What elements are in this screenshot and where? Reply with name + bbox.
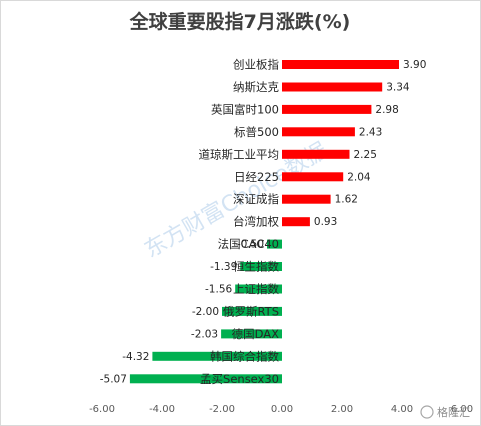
data-label: 0.93 xyxy=(314,216,337,228)
data-label: 2.43 xyxy=(359,126,382,138)
category-label: 英国富时100 xyxy=(211,102,279,116)
bar xyxy=(267,239,282,249)
category-label: 深证成指 xyxy=(233,192,279,206)
category-label: 俄罗斯RTS xyxy=(223,304,279,318)
x-tick-label: -2.00 xyxy=(209,404,235,415)
brand-logo: 格隆汇 xyxy=(420,405,470,419)
bar xyxy=(222,306,282,316)
category-label: 上证指数 xyxy=(233,282,279,296)
category-label: 孟买Sensex30 xyxy=(200,372,279,386)
x-tick-label: 4.00 xyxy=(391,404,413,415)
chart-title: 全球重要股指7月涨跌(%) xyxy=(129,10,351,33)
category-label: 台湾加权 xyxy=(233,215,279,229)
data-label: -1.39 xyxy=(210,261,237,273)
bar xyxy=(282,60,399,69)
x-tick-label: 6.00 xyxy=(451,404,473,415)
bar xyxy=(282,194,331,204)
data-label: -1.56 xyxy=(205,284,232,296)
bar xyxy=(282,217,310,227)
bar xyxy=(240,262,282,271)
x-axis: -6.00 -4.00 -2.00 0.00 2.00 4.00 6.00 xyxy=(89,404,473,415)
data-label: 3.90 xyxy=(403,59,426,71)
bar xyxy=(152,351,282,361)
category-label: 韩国综合指数 xyxy=(210,349,279,363)
data-label: -2.03 xyxy=(191,328,218,340)
bars-layer: 创业板指 3.90 纳斯达克 3.34 英国富时100 2.98 标普500 2.43 道琼斯工… xyxy=(100,58,427,386)
bar xyxy=(282,82,383,92)
brand-text: 格隆汇 xyxy=(437,405,470,419)
data-label: 3.34 xyxy=(386,82,410,94)
bar xyxy=(282,149,350,159)
category-label: 法国CAC40 xyxy=(218,237,279,251)
x-tick-label: -4.00 xyxy=(149,404,175,415)
data-label: 2.25 xyxy=(354,149,377,161)
bar xyxy=(129,374,282,384)
data-label: -5.07 xyxy=(100,373,127,385)
data-label: 2.98 xyxy=(375,104,398,116)
x-tick-label: 0.00 xyxy=(271,404,293,415)
bar xyxy=(235,284,282,294)
data-label: -4.32 xyxy=(122,351,149,363)
data-label: 2.04 xyxy=(347,171,371,183)
bar xyxy=(282,127,355,137)
x-tick-label: 2.00 xyxy=(331,404,353,415)
category-label: 日经225 xyxy=(234,170,279,184)
category-label: 标普500 xyxy=(234,125,279,139)
category-label: 创业板指 xyxy=(233,58,279,72)
x-tick-label: -6.00 xyxy=(89,404,115,415)
category-label: 道琼斯工业平均 xyxy=(199,147,280,161)
data-label: -2.00 xyxy=(192,306,219,318)
bar xyxy=(221,329,282,339)
brand-icon xyxy=(420,405,434,419)
data-label: 1.62 xyxy=(335,194,358,206)
bar xyxy=(282,172,344,182)
bar xyxy=(282,104,372,114)
category-label: 德国DAX xyxy=(232,327,280,341)
category-label: 恒生指数 xyxy=(233,260,279,274)
data-label: -0.50 xyxy=(237,239,264,251)
category-label: 纳斯达克 xyxy=(233,80,279,94)
